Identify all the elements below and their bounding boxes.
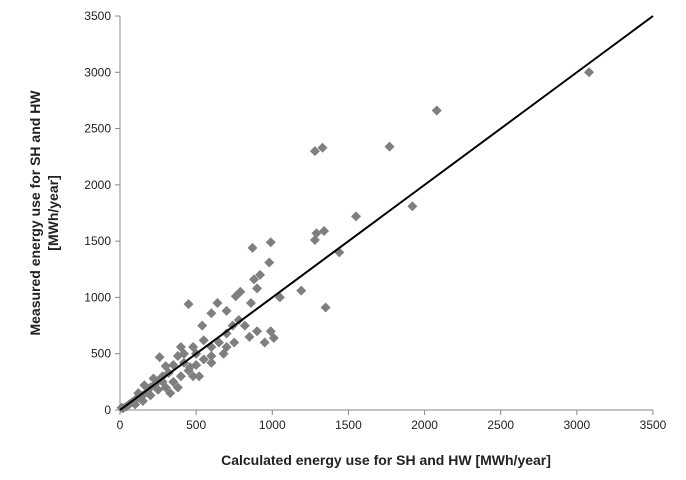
point: [188, 371, 199, 382]
point: [233, 314, 244, 325]
point: [130, 399, 141, 410]
x-tick-label: 1500: [335, 418, 362, 432]
y-tick-label: 3000: [84, 65, 111, 79]
reference-line: [119, 15, 654, 411]
y-axis-label: [MWh/year]: [45, 175, 61, 250]
point: [175, 341, 186, 352]
point: [229, 337, 240, 348]
x-tick-label: 2500: [487, 418, 514, 432]
point: [255, 269, 266, 280]
point: [221, 328, 232, 339]
point: [206, 357, 217, 368]
point: [239, 320, 250, 331]
point: [168, 359, 179, 370]
point: [183, 299, 194, 310]
point: [351, 211, 362, 222]
y-tick-label: 1500: [84, 234, 111, 248]
point: [320, 302, 331, 313]
point: [247, 242, 258, 253]
y-tick-label: 500: [91, 347, 111, 361]
point: [198, 354, 209, 365]
point: [175, 371, 186, 382]
y-tick-label: 2000: [84, 178, 111, 192]
y-tick-label: 2500: [84, 122, 111, 136]
point: [206, 350, 217, 361]
point: [265, 237, 276, 248]
y-tick-label: 1000: [84, 290, 111, 304]
point: [137, 395, 148, 406]
point: [274, 292, 285, 303]
y-axis-label: Measured energy use for SH and HW: [27, 90, 43, 336]
point: [165, 388, 176, 399]
point: [252, 283, 263, 294]
point: [168, 376, 179, 387]
point: [245, 298, 256, 309]
point: [309, 235, 320, 246]
point: [384, 141, 395, 152]
point: [194, 371, 205, 382]
point: [197, 320, 208, 331]
point: [268, 332, 279, 343]
point: [317, 142, 328, 153]
x-tick-label: 3000: [564, 418, 591, 432]
point: [221, 305, 232, 316]
point: [212, 298, 223, 309]
point: [309, 146, 320, 157]
point: [139, 380, 150, 391]
point: [206, 308, 217, 319]
x-axis-label: Calculated energy use for SH and HW [MWh…: [221, 452, 551, 468]
point: [153, 384, 164, 395]
point: [185, 362, 196, 373]
x-tick-label: 500: [186, 418, 206, 432]
point: [319, 226, 330, 237]
point: [172, 382, 183, 393]
x-tick-label: 0: [117, 418, 124, 432]
point: [252, 326, 263, 337]
point: [244, 331, 255, 342]
point: [296, 285, 307, 296]
point: [145, 390, 156, 401]
x-tick-label: 3500: [640, 418, 667, 432]
point: [154, 352, 165, 363]
point: [221, 341, 232, 352]
x-tick-label: 1000: [259, 418, 286, 432]
point: [249, 274, 260, 285]
point: [148, 373, 159, 384]
y-tick-label: 3500: [84, 9, 111, 23]
y-tick-label: 0: [104, 403, 111, 417]
point: [213, 337, 224, 348]
point: [172, 350, 183, 361]
point: [259, 337, 270, 348]
point: [431, 105, 442, 116]
point: [584, 67, 595, 78]
point: [407, 201, 418, 212]
point: [230, 291, 241, 302]
point: [311, 228, 322, 239]
x-tick-label: 2000: [411, 418, 438, 432]
point: [198, 335, 209, 346]
point: [264, 257, 275, 268]
